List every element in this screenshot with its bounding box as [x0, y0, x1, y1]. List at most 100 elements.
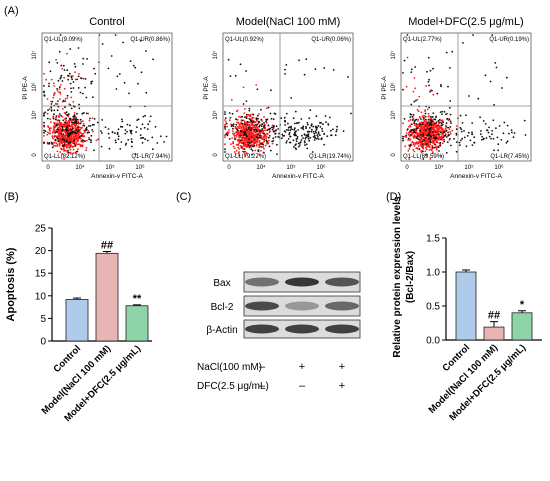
dot-ll: [442, 139, 444, 141]
dot-ll: [235, 134, 238, 137]
dot-ul-red: [417, 110, 420, 113]
dot-ur: [495, 66, 498, 69]
dot-ll-dark: [260, 118, 263, 121]
y-tick-label: 10: [35, 291, 47, 302]
dot-lr: [465, 145, 468, 148]
dot-lr: [101, 132, 103, 134]
dot-ll: [224, 136, 226, 139]
dot-ll-dark: [245, 117, 248, 120]
dot-ll: [268, 131, 271, 134]
dot-ll: [409, 139, 411, 142]
dot-ur: [347, 76, 349, 78]
dot-ll: [63, 130, 66, 133]
dot-ul: [49, 70, 52, 73]
dot-lr: [463, 130, 465, 132]
dot-ll-dark: [72, 121, 75, 124]
dot-lr: [502, 132, 505, 135]
y-tick-label: 10⁵: [31, 110, 38, 120]
dot-ll-dark: [50, 109, 53, 112]
dot-ll-dark: [242, 103, 245, 105]
dot-lr: [297, 129, 299, 131]
dot-ll-dark: [429, 141, 432, 144]
dot-ll: [409, 118, 412, 121]
dot-ll: [415, 141, 418, 144]
flow-panel-control: Control Q1-UL(9.09%) Q1-UR(0.86%) Q1-LL(82.…: [22, 16, 173, 180]
dot-ll: [455, 125, 458, 127]
dot-ll: [75, 130, 78, 133]
blot-band: [325, 324, 359, 334]
dot-ll: [415, 124, 417, 127]
dot-ul-red: [73, 112, 76, 114]
dot-ll-dark: [419, 134, 422, 137]
dot-ll: [235, 143, 238, 146]
dot-ll: [246, 133, 249, 136]
dot-ll-dark: [224, 113, 226, 116]
dot-ll-dark: [434, 122, 436, 125]
condition-mark: +: [339, 380, 345, 392]
y-tick-label: 1.5: [426, 234, 440, 245]
dot-ll-dark: [74, 132, 77, 134]
dot-ll-dark: [55, 130, 58, 133]
dot-lr: [88, 131, 90, 134]
dot-ll: [48, 127, 51, 130]
dot-lr: [149, 115, 152, 118]
dot-lr: [140, 127, 142, 130]
dot-ll: [85, 149, 88, 152]
dot-ll: [249, 114, 252, 117]
dot-ll: [233, 147, 236, 150]
dot-lr: [304, 144, 306, 147]
dot-ur: [305, 58, 308, 61]
dot-ur: [152, 58, 155, 61]
dot-lr: [129, 131, 132, 134]
dot-ll-dark: [429, 139, 432, 142]
dot-ll: [432, 125, 435, 128]
dot-ll: [268, 139, 270, 142]
dot-ll-dark: [268, 128, 271, 131]
dot-ll-dark: [424, 129, 427, 132]
dot-ll: [58, 131, 61, 134]
condition-mark: +: [339, 361, 345, 373]
dot-ur: [145, 50, 147, 52]
dot-ll: [412, 117, 415, 120]
x-tick-label: 10⁴: [434, 164, 444, 171]
dot-ll: [409, 125, 412, 128]
dot-ll: [73, 123, 76, 126]
dot-lr: [291, 128, 293, 131]
dot-ll-dark: [438, 150, 440, 152]
dot-ur: [92, 96, 94, 99]
dot-ll: [240, 126, 243, 128]
dot-ll-dark: [425, 153, 428, 156]
dot-lr: [297, 142, 300, 145]
dot-ll: [264, 144, 267, 147]
dot-ll: [256, 141, 259, 143]
dot-ll: [265, 137, 267, 140]
dot-ll: [54, 144, 57, 147]
dot-lr: [141, 123, 144, 126]
dot-ul: [428, 78, 430, 81]
dot-lr: [482, 138, 485, 141]
dot-ul: [429, 69, 432, 72]
dot-ll: [61, 140, 64, 143]
dot-ll: [237, 143, 240, 146]
dot-lr: [90, 134, 93, 137]
dot-ll-dark: [69, 117, 72, 120]
dot-ll: [425, 121, 427, 123]
dot-ul-red: [432, 93, 435, 96]
dot-ll-dark: [412, 114, 415, 116]
dot-ll: [431, 138, 433, 141]
dot-ul: [428, 84, 430, 87]
dot-ll-dark: [246, 121, 249, 123]
dot-ll-dark: [245, 129, 248, 131]
dot-ll-dark: [445, 125, 447, 128]
dot-ul: [84, 86, 86, 89]
dot-ll-dark: [416, 137, 419, 140]
dot-ll: [422, 147, 425, 150]
dot-ul-red: [74, 71, 76, 73]
dot-lr: [316, 134, 319, 137]
dot-ll: [53, 129, 56, 132]
dot-ll: [438, 133, 441, 136]
dot-lr: [147, 123, 150, 126]
dot-ll-dark: [419, 129, 422, 132]
dot-ur: [468, 95, 470, 97]
dot-ll: [53, 136, 56, 138]
